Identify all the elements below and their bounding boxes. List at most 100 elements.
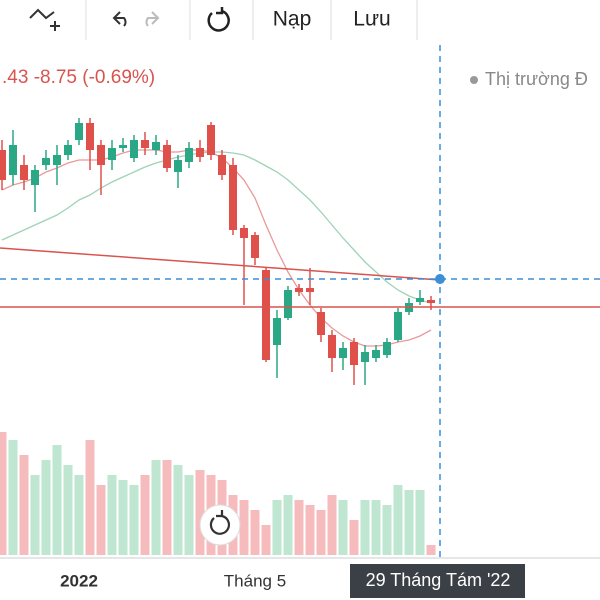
candle-body — [328, 335, 336, 358]
candle-body — [42, 158, 50, 165]
candle-body — [20, 165, 28, 180]
volume-bar — [382, 505, 392, 555]
candle-body — [64, 145, 72, 155]
volume-bar — [283, 495, 293, 555]
x-tick-label: 2022 — [60, 571, 98, 590]
save-button[interactable]: Lưu — [353, 8, 390, 31]
candle-body — [0, 150, 6, 180]
candle-body — [31, 170, 39, 185]
candle-body — [416, 298, 424, 302]
candle-body — [350, 342, 358, 365]
indicator-button[interactable] — [29, 8, 60, 31]
undo-button[interactable] — [112, 11, 127, 27]
candle-body — [339, 348, 347, 358]
moving-average — [1, 151, 432, 304]
volume-bar — [30, 475, 40, 555]
plus-icon — [50, 21, 60, 31]
candle-body — [361, 352, 369, 362]
volume-bar — [74, 475, 84, 555]
volume-bar — [239, 500, 249, 555]
reload-button[interactable] — [199, 504, 241, 546]
volume-bar — [118, 480, 128, 555]
volume-bar — [349, 520, 359, 555]
candle-body — [152, 142, 160, 150]
volume-bar — [371, 500, 381, 555]
trend-line — [0, 247, 441, 281]
volume-bar — [173, 465, 183, 555]
crosshair-point[interactable] — [435, 274, 445, 284]
volume-bar — [107, 475, 117, 555]
load-button[interactable]: Nạp — [273, 8, 312, 31]
candle-body — [207, 125, 215, 155]
toolbar: Nạp Lưu — [29, 0, 418, 40]
candle-body — [372, 350, 380, 358]
candle-body — [295, 288, 303, 292]
candle-body — [53, 155, 61, 165]
candle-body — [185, 148, 193, 162]
volume-bar — [129, 485, 139, 555]
candle-body — [251, 235, 259, 258]
candle-body — [240, 228, 248, 238]
volume-bar — [305, 505, 315, 555]
volume-bar — [404, 490, 414, 555]
reload-icon — [209, 510, 231, 535]
candle-body — [86, 123, 94, 150]
redo-button[interactable] — [145, 11, 160, 27]
volume-bar — [250, 510, 260, 555]
candle-body — [273, 318, 281, 345]
volume-bar — [184, 475, 194, 555]
candle-body — [317, 312, 325, 335]
volume-bar — [0, 432, 7, 555]
status-dot — [470, 76, 478, 84]
candle-body — [427, 300, 435, 303]
volume-bar — [316, 510, 326, 555]
volume-bar — [52, 445, 62, 555]
volume-bar — [63, 465, 73, 555]
candle-body — [97, 145, 105, 165]
volume-bar — [195, 470, 205, 555]
candle-body — [284, 290, 292, 318]
candle-body — [141, 140, 149, 148]
candle-body — [229, 165, 237, 230]
indicator-icon — [29, 8, 55, 20]
candle-body — [306, 288, 314, 292]
reload-circle — [199, 504, 241, 546]
plot — [0, 118, 436, 555]
crosshair-label-box — [350, 564, 525, 598]
volume-bar — [393, 485, 403, 555]
volume-bar — [261, 525, 271, 555]
candle-body — [174, 160, 182, 172]
candle-body — [394, 312, 402, 340]
volume-bar — [162, 460, 172, 555]
crosshair-date: 29 Tháng Tám '22 — [366, 570, 511, 590]
volume-bar — [338, 500, 348, 555]
volume-bar — [41, 460, 51, 555]
volume-bar — [151, 460, 161, 555]
x-tick-label: Tháng 5 — [224, 571, 286, 590]
candle-body — [130, 140, 138, 158]
volume-bar — [327, 495, 337, 555]
candle-body — [196, 148, 204, 157]
volume-bar — [360, 500, 370, 555]
candle-body — [9, 145, 17, 175]
volume-bar — [85, 440, 95, 555]
candle-body — [163, 145, 171, 168]
volume-bar — [140, 475, 150, 555]
volume-bar — [415, 490, 425, 555]
moving-average — [1, 149, 432, 347]
price-change: .43 -8.75 (-0.69%) — [2, 67, 155, 88]
volume-bar — [426, 545, 436, 555]
candle-body — [383, 342, 391, 355]
candle-body — [218, 155, 226, 175]
candle-body — [108, 148, 116, 160]
volume-bar — [96, 485, 106, 555]
volume-bar — [294, 500, 304, 555]
candle-body — [119, 145, 127, 148]
volume-bar — [8, 440, 18, 555]
candle-body — [75, 123, 83, 140]
reset-button[interactable] — [207, 7, 230, 32]
volume-bar — [272, 500, 282, 555]
candle-body — [262, 270, 270, 360]
